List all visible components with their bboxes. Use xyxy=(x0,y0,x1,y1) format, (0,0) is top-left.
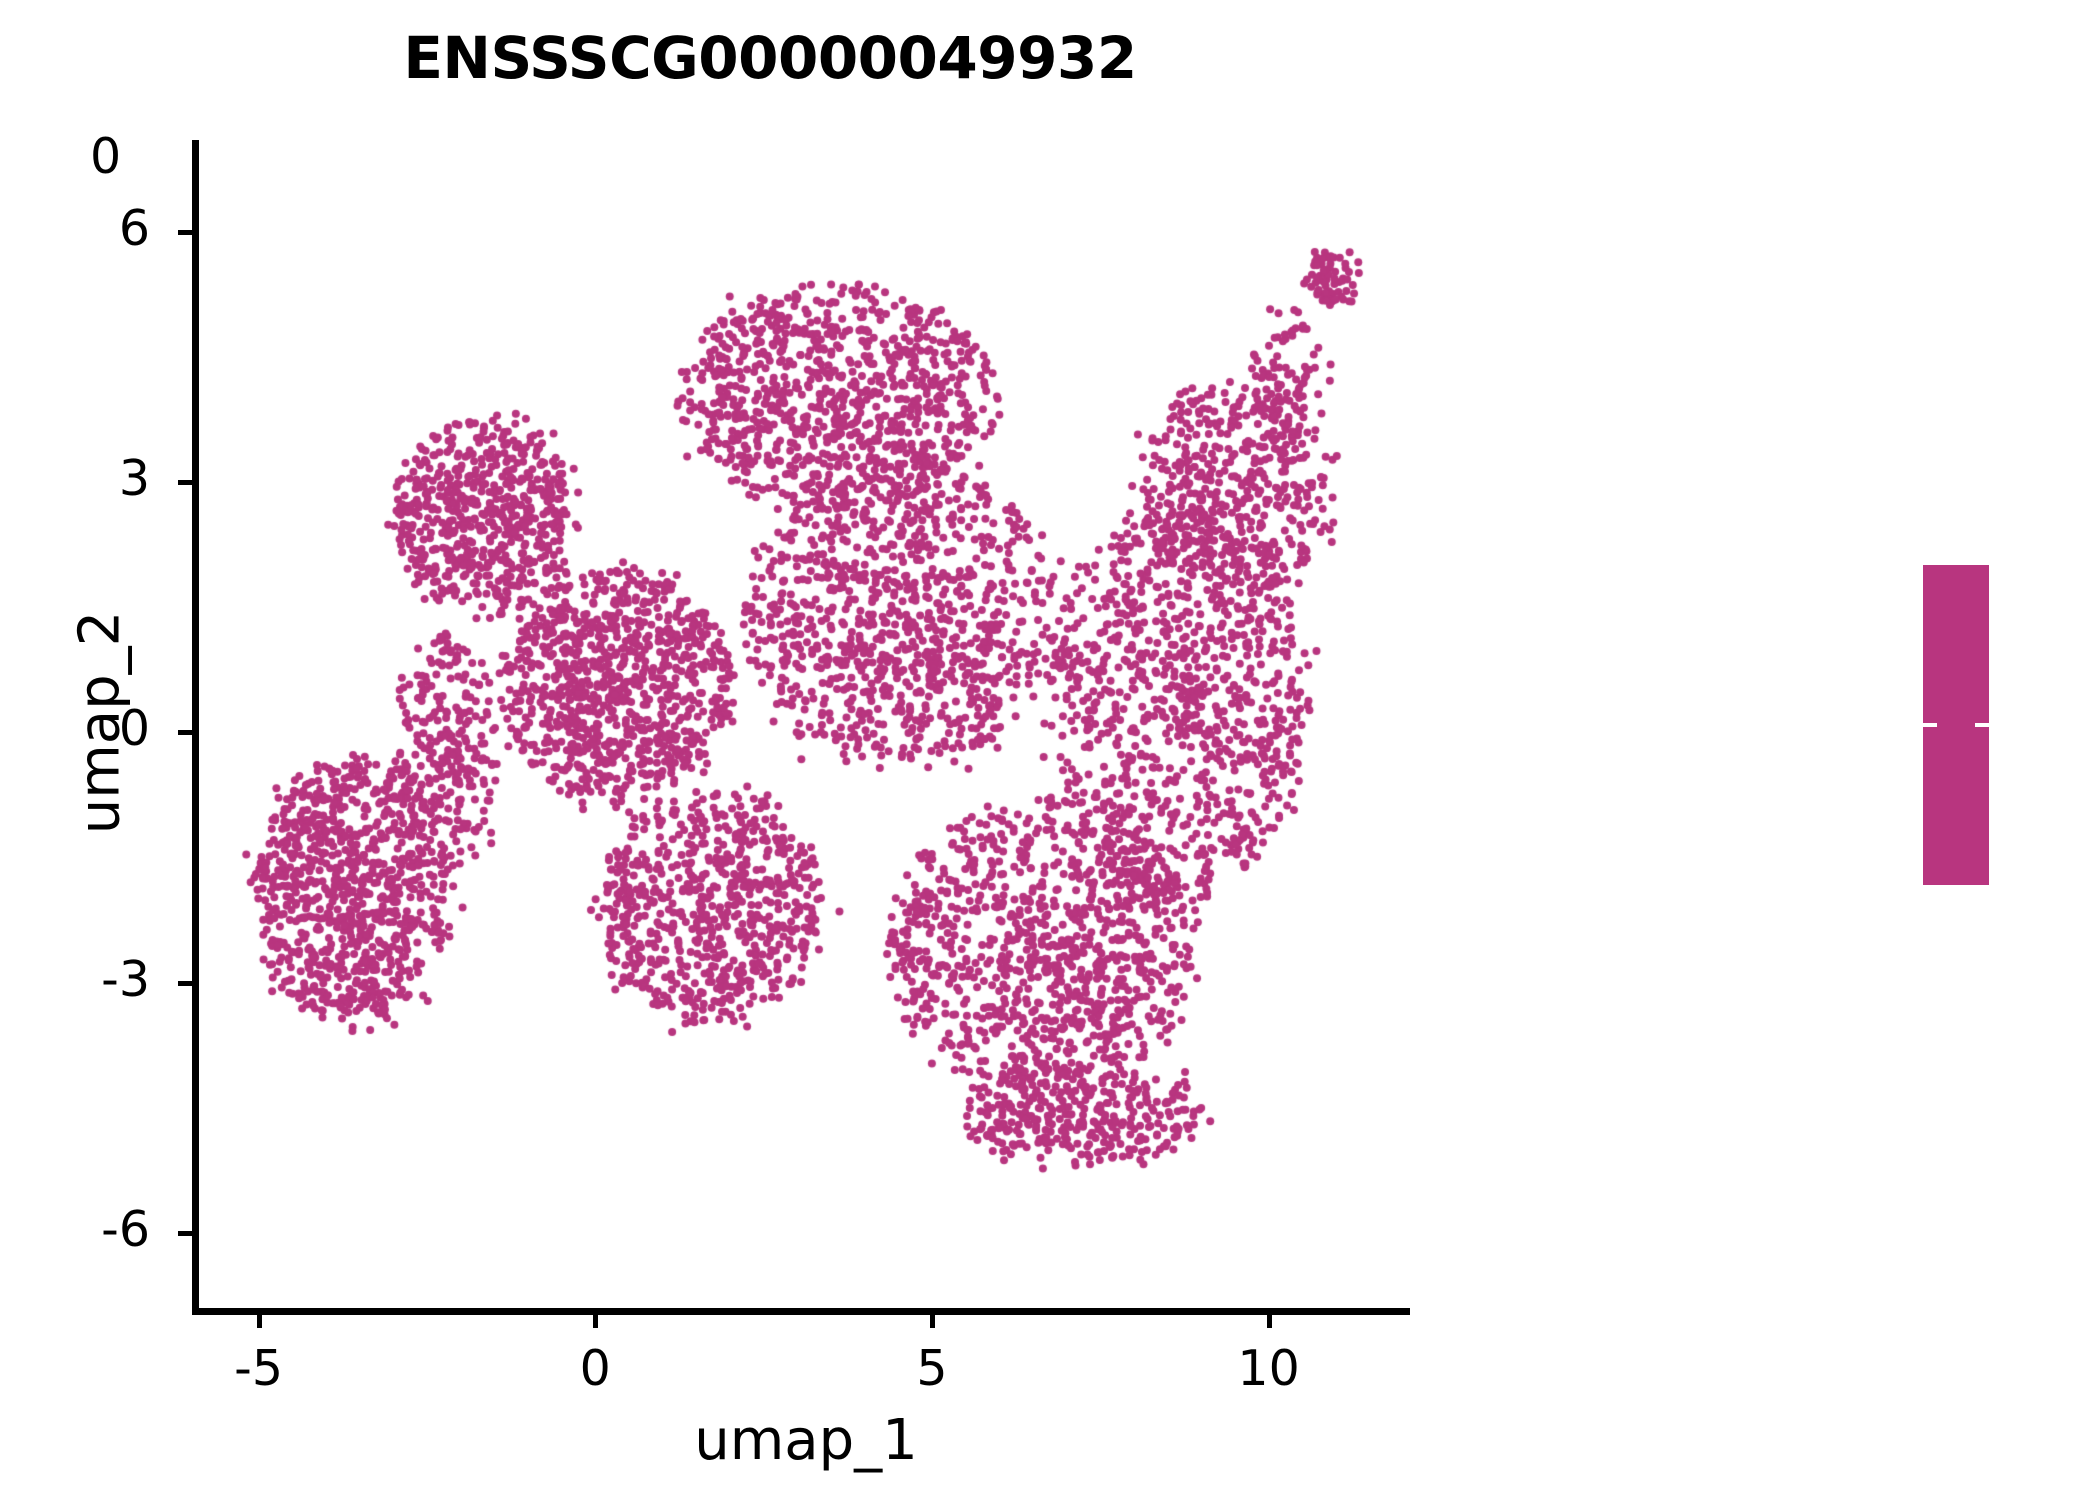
x-tick-label: -5 xyxy=(234,1340,284,1397)
y-tick-label: 0 xyxy=(118,700,150,758)
x-tick-label: 0 xyxy=(579,1340,611,1397)
scatter-points-canvas xyxy=(198,140,1410,1308)
page-title: ENSSSCG00000049932 xyxy=(403,24,1137,92)
y-axis-line xyxy=(192,140,199,1315)
x-tick-mark xyxy=(929,1309,935,1328)
x-axis-label: umap_1 xyxy=(694,1408,918,1473)
y-tick-label: 3 xyxy=(118,450,150,508)
y-tick-mark xyxy=(178,730,197,736)
y-tick-mark xyxy=(178,229,197,235)
y-tick-mark xyxy=(178,1230,197,1236)
y-tick-label: -6 xyxy=(101,1200,150,1258)
x-axis-line xyxy=(192,1308,1410,1315)
x-tick-mark xyxy=(256,1309,262,1328)
y-tick-label: 6 xyxy=(118,199,150,257)
x-tick-label: 10 xyxy=(1237,1340,1300,1397)
y-tick-mark xyxy=(178,980,197,986)
x-tick-mark xyxy=(593,1309,599,1328)
colorbar-legend xyxy=(1923,565,1989,885)
y-tick-mark xyxy=(178,480,197,486)
y-axis-label: umap_2 xyxy=(67,610,133,835)
colorbar-tick-left xyxy=(1923,723,1937,727)
colorbar-tick-label: 0 xyxy=(90,128,122,185)
scatter-plot-area xyxy=(198,140,1410,1308)
colorbar-tick-right xyxy=(1975,723,1989,727)
y-tick-label: -3 xyxy=(101,950,150,1008)
x-tick-mark xyxy=(1266,1309,1272,1328)
x-tick-label: 5 xyxy=(916,1340,948,1397)
